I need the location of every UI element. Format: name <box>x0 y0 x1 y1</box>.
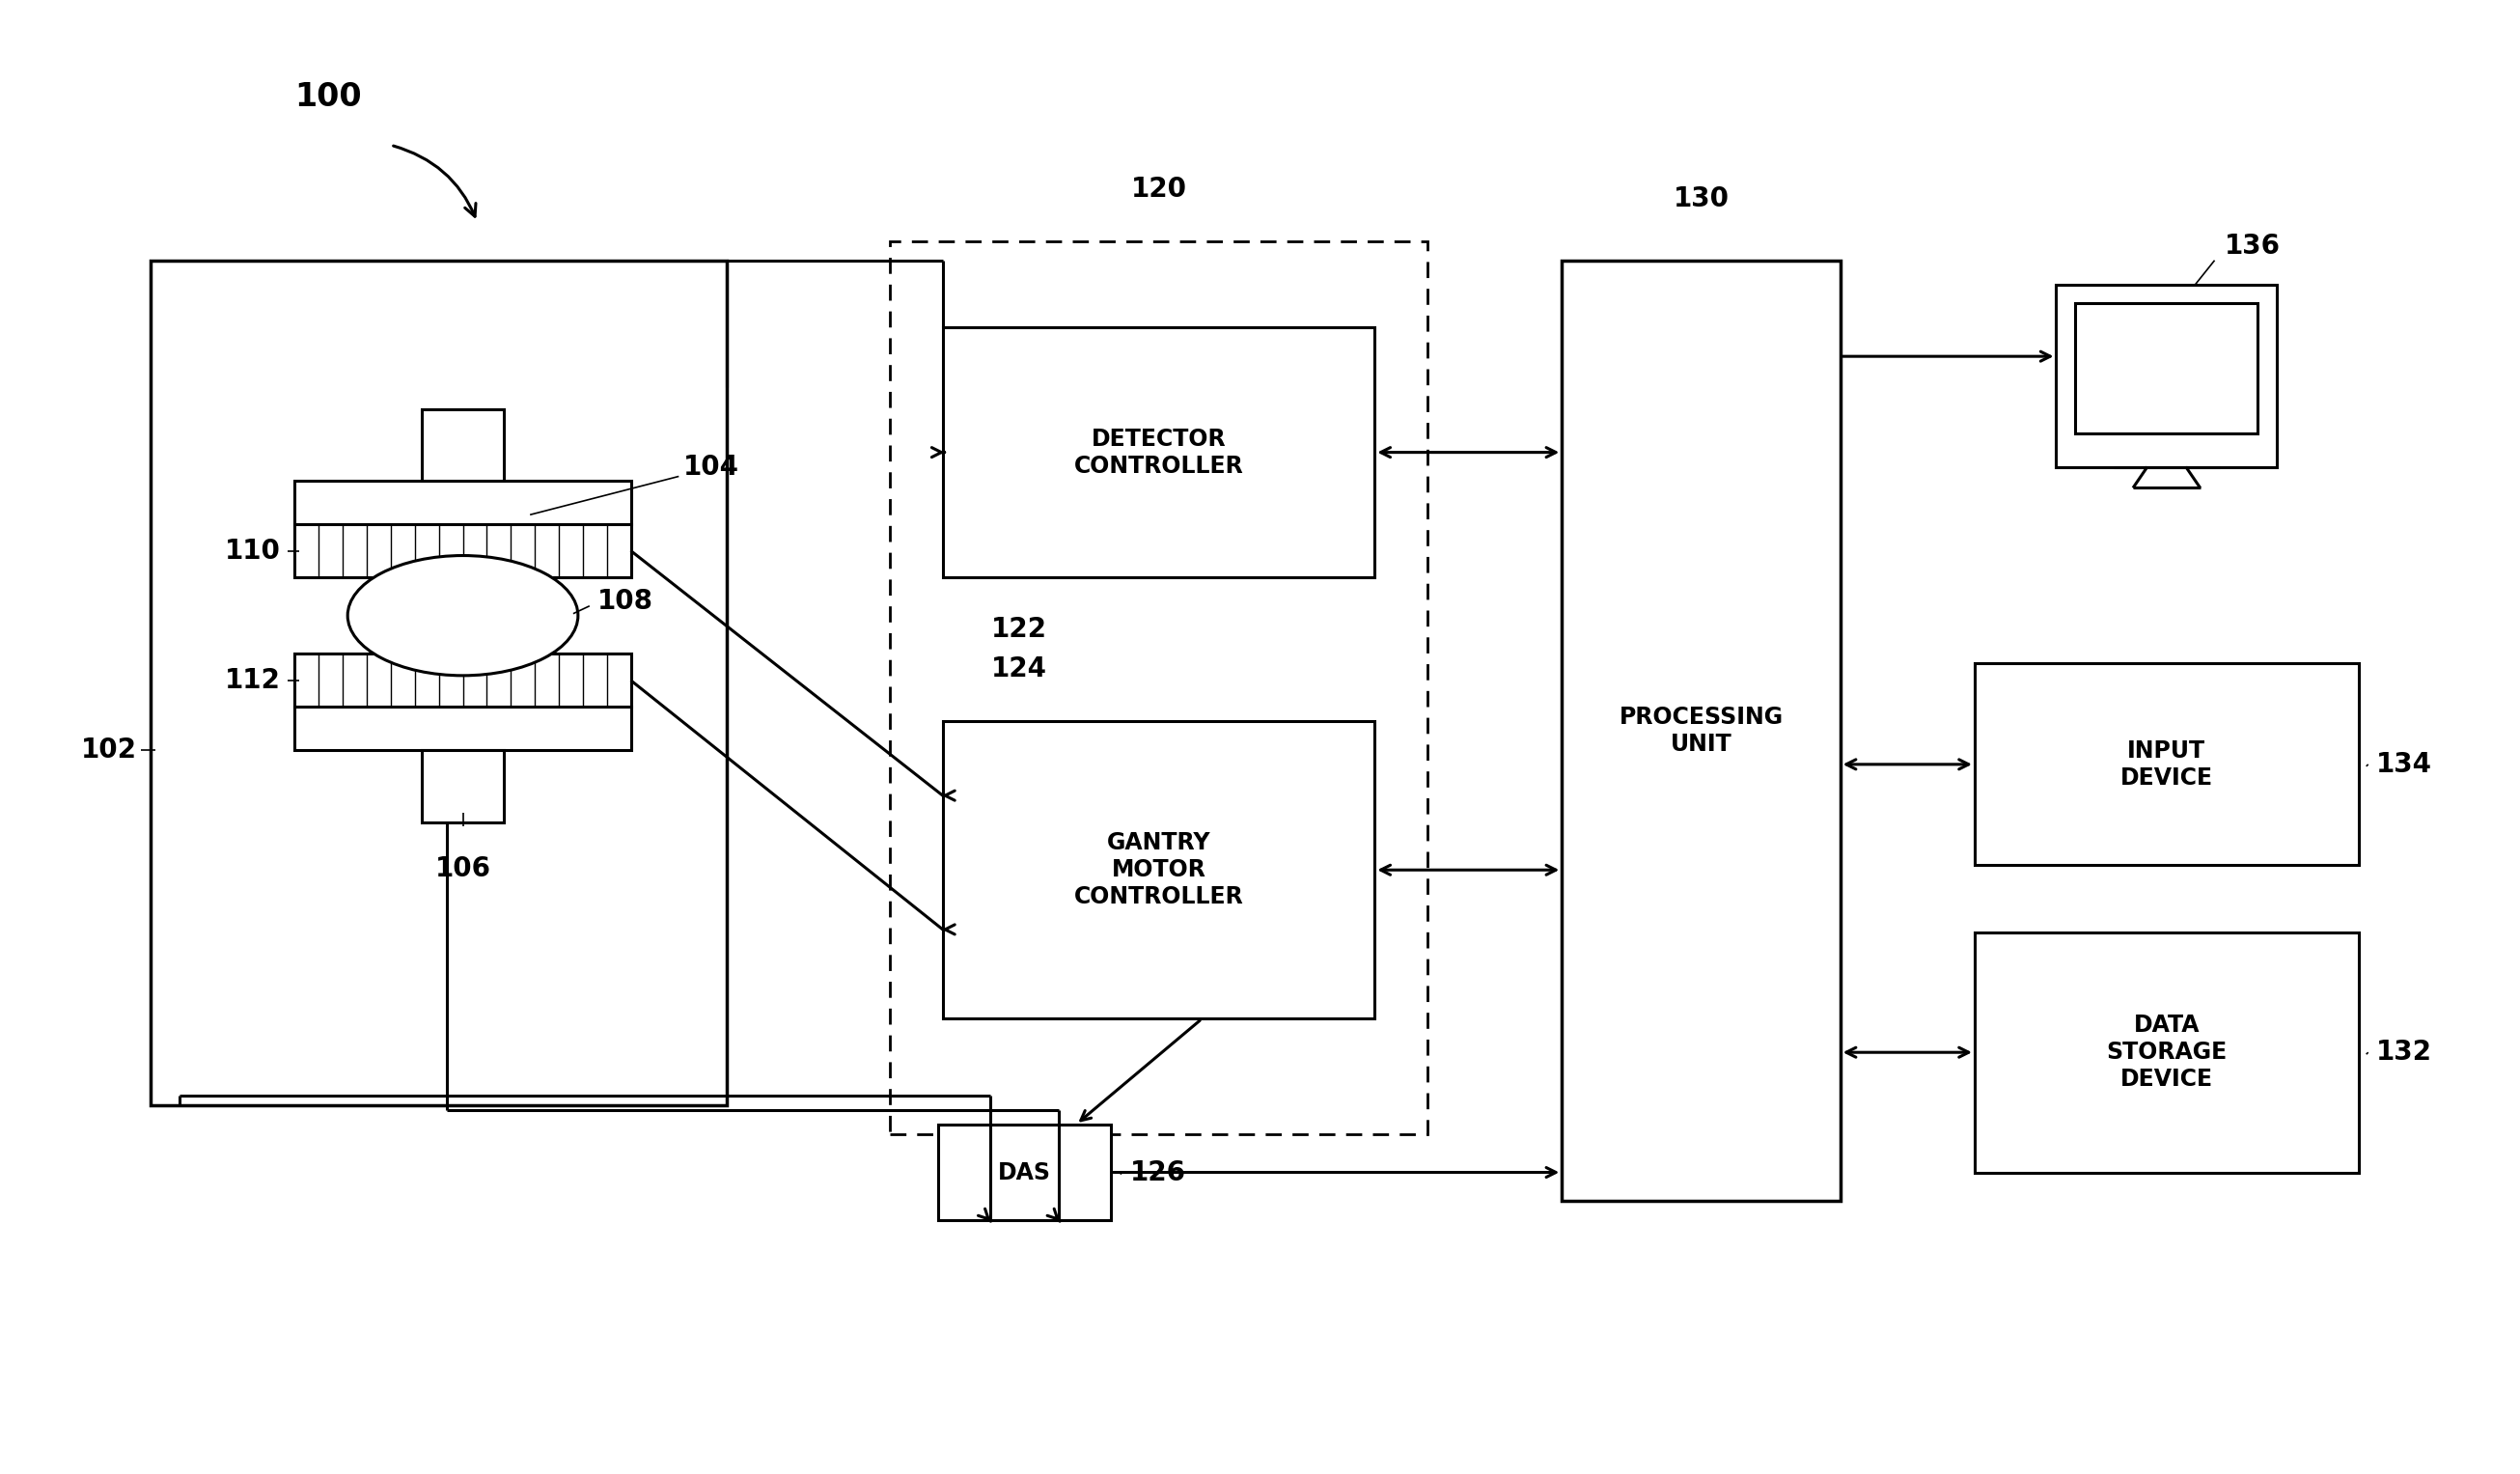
Bar <box>942 721 1376 1019</box>
Text: PROCESSING
UNIT: PROCESSING UNIT <box>1618 706 1784 756</box>
Bar <box>2076 304 2258 433</box>
Text: DETECTOR
CONTROLLER: DETECTOR CONTROLLER <box>1074 427 1242 478</box>
Bar <box>1976 663 2359 865</box>
Text: 110: 110 <box>224 537 280 565</box>
Text: 100: 100 <box>295 81 363 113</box>
Text: 126: 126 <box>1129 1159 1187 1187</box>
Text: 132: 132 <box>2376 1039 2432 1066</box>
Text: 120: 120 <box>1131 175 1187 203</box>
Text: DATA
STORAGE
DEVICE: DATA STORAGE DEVICE <box>2107 1014 2228 1091</box>
Text: 124: 124 <box>990 656 1048 682</box>
Bar <box>295 525 630 578</box>
Bar <box>421 750 504 822</box>
Text: DAS: DAS <box>998 1162 1051 1184</box>
Bar <box>942 327 1376 578</box>
Bar <box>421 410 504 481</box>
Text: INPUT
DEVICE: INPUT DEVICE <box>2119 740 2213 790</box>
Ellipse shape <box>348 556 577 675</box>
Bar <box>937 1125 1111 1220</box>
Text: 102: 102 <box>81 737 136 764</box>
Bar <box>890 242 1426 1134</box>
Bar <box>1562 261 1840 1201</box>
Bar <box>295 706 630 750</box>
Bar <box>1976 933 2359 1172</box>
Text: GANTRY
MOTOR
CONTROLLER: GANTRY MOTOR CONTROLLER <box>1074 831 1242 908</box>
Bar <box>151 261 726 1106</box>
Text: 108: 108 <box>597 588 653 615</box>
Bar <box>2056 284 2278 467</box>
Text: 104: 104 <box>683 453 738 481</box>
Text: 134: 134 <box>2376 750 2432 778</box>
Text: 122: 122 <box>990 616 1048 643</box>
Text: 112: 112 <box>224 666 280 694</box>
Bar <box>295 481 630 525</box>
Bar <box>295 654 630 706</box>
FancyArrowPatch shape <box>393 146 476 217</box>
Text: 106: 106 <box>436 855 491 883</box>
Text: 130: 130 <box>1673 186 1729 212</box>
Text: 136: 136 <box>2225 233 2281 259</box>
